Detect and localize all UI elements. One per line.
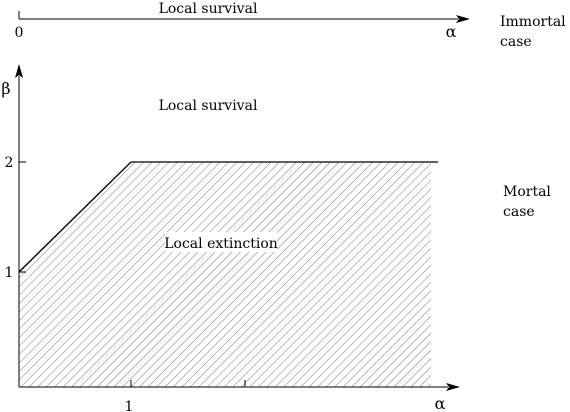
boundary-slope	[18, 161, 132, 273]
top-axis-origin-label: 0	[15, 25, 24, 41]
immortal-case-line1: Immortal	[500, 14, 566, 30]
x-axis-arrowhead	[446, 383, 460, 391]
region-local-survival-label: Local survival	[159, 98, 258, 114]
top-axis-label: Local survival	[159, 1, 258, 17]
x-axis	[19, 380, 460, 391]
x-tick-label-1: 1	[125, 399, 134, 412]
extinction-region	[19, 162, 431, 387]
y-tick-label-1: 1	[5, 265, 14, 281]
immortal-case-line2: case	[500, 34, 532, 50]
mortal-case-line1: Mortal	[503, 184, 551, 200]
y-axis-arrowhead	[15, 64, 23, 78]
extinction-label-backdrop	[165, 232, 277, 252]
top-axis-alpha-label: α	[446, 22, 457, 41]
y-tick-label-2: 2	[5, 155, 14, 171]
region-local-extinction-label: Local extinction	[164, 236, 278, 252]
y-axis	[15, 64, 26, 387]
y-axis-beta-label: β	[1, 79, 10, 98]
top-axis-arrowhead	[456, 15, 470, 23]
mortal-case-line2: case	[503, 204, 535, 220]
top-axis	[18, 11, 470, 23]
x-axis-alpha-label: α	[435, 394, 446, 412]
